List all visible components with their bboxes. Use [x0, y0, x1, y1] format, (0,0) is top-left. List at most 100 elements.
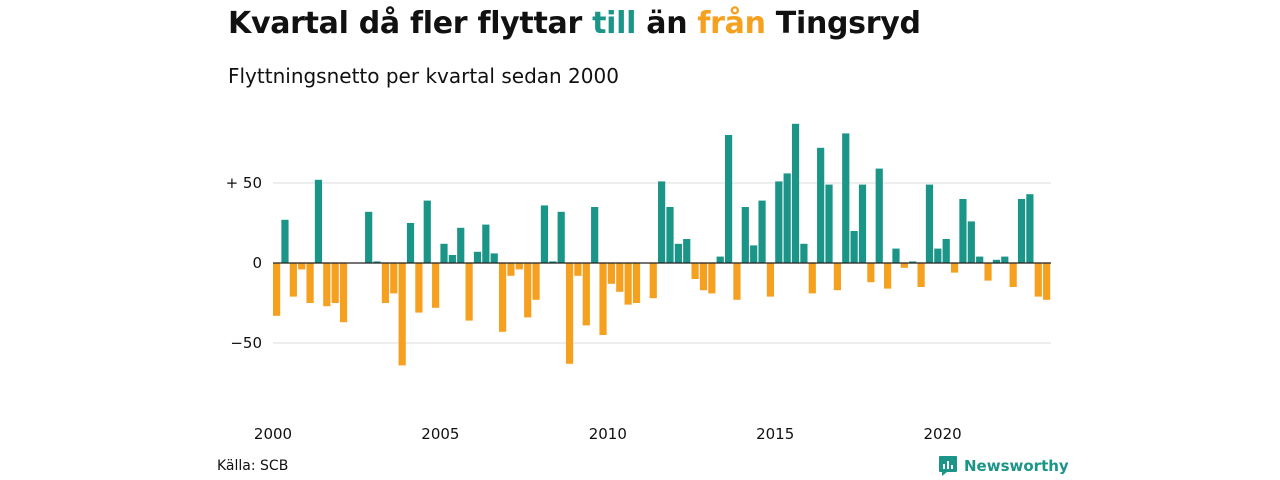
bar-2015K2: [783, 173, 791, 263]
bar-2001K4: [331, 263, 339, 303]
bar-2010K1: [607, 263, 615, 284]
brand-logo[interactable]: Newsworthy: [938, 455, 1069, 477]
bar-2019K3: [925, 184, 934, 263]
bar-2009K4: [599, 263, 607, 335]
y-tick-label-0: + 50: [226, 174, 262, 192]
bar-2004K1: [406, 223, 415, 263]
x-tick-label-2000: 2000: [254, 425, 292, 443]
bar-2009K3: [591, 207, 599, 263]
bar-2011K3: [658, 181, 666, 263]
bar-2009K1: [574, 263, 582, 276]
bar-2017K2: [850, 231, 858, 263]
chart-subtitle: Flyttningsnetto per kvartal sedan 2000: [228, 64, 619, 88]
bar-2012K1: [674, 243, 682, 263]
bar-2020K2: [950, 263, 959, 273]
bar-2021K3: [992, 259, 1001, 263]
label-layer: + 50 0 −50 2000 2005 2010 2015 2020: [226, 174, 962, 443]
bar-2012K2: [683, 239, 691, 263]
x-tick-label-2020: 2020: [924, 425, 962, 443]
bar-2001K2: [314, 179, 323, 263]
bar-2022K2: [1017, 199, 1026, 263]
bar-2016K4: [833, 263, 841, 291]
chart-title: Kvartal då fler flyttar till än från Tin…: [228, 6, 921, 41]
bar-2003K4: [398, 263, 406, 366]
bar-2016K3: [825, 184, 833, 263]
bar-2005K4: [465, 263, 473, 321]
title-till: till: [592, 6, 637, 41]
bar-2012K3: [691, 263, 699, 279]
bar-2013K3: [724, 135, 733, 263]
bar-2022K4: [1034, 263, 1042, 297]
bar-2018K2: [884, 263, 892, 289]
bar-2005K2: [448, 255, 456, 263]
bar-2020K4: [967, 221, 975, 263]
bar-layer: [273, 123, 1051, 366]
bar-2020K3: [959, 199, 967, 263]
bar-2008K2: [549, 261, 557, 263]
bar-2014K2: [750, 245, 758, 263]
x-tick-label-2005: 2005: [421, 425, 459, 443]
bar-2000K4: [298, 263, 306, 270]
x-tick-label-2010: 2010: [589, 425, 627, 443]
title-part-2: än: [636, 6, 698, 41]
x-tick-label-2015: 2015: [756, 425, 794, 443]
bar-2000K2: [281, 219, 289, 263]
bar-2019K1: [909, 261, 917, 263]
bar-2022K1: [1009, 263, 1017, 287]
bar-2005K1: [440, 243, 448, 263]
bar-2000K1: [273, 263, 281, 316]
title-part-3: Tingsryd: [765, 6, 921, 41]
bar-2007K1: [507, 263, 515, 276]
bar-2014K1: [741, 207, 749, 263]
bar-2018K1: [875, 168, 883, 263]
bar-2017K4: [867, 263, 875, 283]
bar-2021K4: [1001, 256, 1009, 263]
bar-2011K4: [666, 207, 674, 263]
bar-2006K1: [473, 251, 482, 263]
bar-2016K2: [817, 147, 825, 263]
bar-2008K1: [540, 205, 549, 263]
bar-2011K2: [649, 263, 657, 299]
bar-2005K3: [457, 227, 465, 263]
bar-2013K1: [708, 263, 716, 294]
bar-2002K4: [365, 211, 373, 263]
bar-2012K4: [699, 263, 708, 291]
bar-2015K4: [800, 243, 808, 263]
bar-2017K1: [842, 133, 850, 263]
bar-2007K3: [524, 263, 532, 318]
bar-2006K2: [482, 224, 490, 263]
bar-2007K2: [515, 263, 523, 270]
bar-2015K1: [775, 181, 783, 263]
bar-2014K4: [766, 263, 775, 297]
bar-2001K1: [306, 263, 314, 303]
bar-2010K2: [616, 263, 624, 292]
bar-2003K3: [390, 263, 398, 294]
bar-2015K3: [791, 123, 800, 263]
bar-2018K3: [892, 248, 900, 263]
bar-2014K3: [758, 200, 766, 263]
bar-2008K3: [557, 211, 565, 263]
bar-2018K4: [900, 263, 908, 268]
bar-2010K3: [624, 263, 632, 305]
bar-2000K3: [289, 263, 297, 297]
bar-2019K4: [934, 248, 942, 263]
bar-2003K2: [381, 263, 390, 303]
bar-2002K1: [339, 263, 348, 323]
bar-2001K3: [323, 263, 331, 307]
bar-2006K3: [490, 253, 498, 263]
newsworthy-chart-icon: [939, 456, 957, 476]
bar-2004K4: [432, 263, 440, 308]
bar-2021K1: [976, 256, 984, 263]
bar-2013K2: [716, 256, 724, 263]
bar-2004K3: [423, 200, 431, 263]
brand-name: Newsworthy: [964, 457, 1069, 475]
bar-2009K2: [582, 263, 590, 326]
y-tick-label-2: −50: [230, 334, 262, 352]
bar-2003K1: [373, 261, 381, 263]
bar-2022K3: [1026, 194, 1034, 263]
bar-2013K4: [733, 263, 741, 300]
bar-2016K1: [808, 263, 816, 294]
bar-2006K4: [498, 263, 507, 332]
bar-2019K2: [917, 263, 925, 287]
